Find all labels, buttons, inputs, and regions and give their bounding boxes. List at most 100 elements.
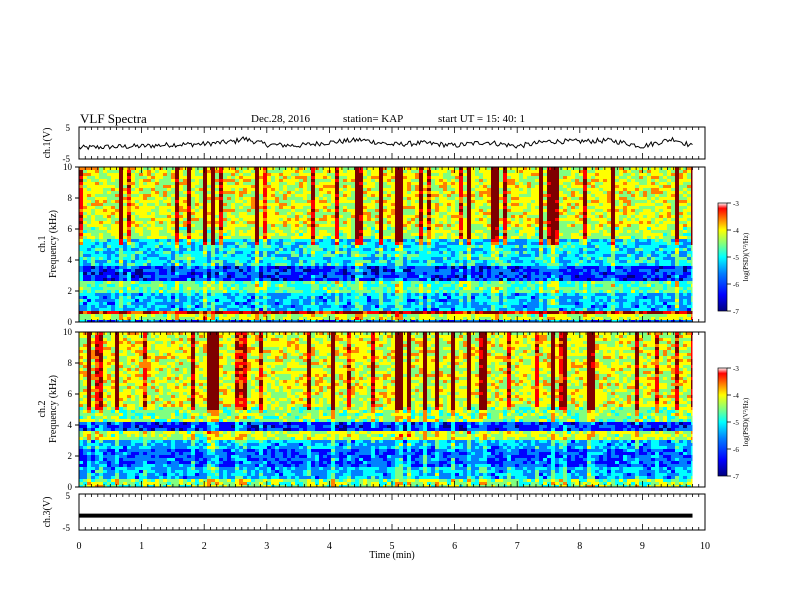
spectrogram-cell (287, 230, 292, 234)
spectrogram-cell (171, 191, 176, 195)
spectrogram-cell (187, 212, 192, 216)
spectrogram-cell (451, 176, 456, 180)
spectrogram-cell (107, 266, 112, 270)
spectrogram-cell (375, 167, 380, 171)
spectrogram-cell (79, 245, 84, 249)
spectrogram-cell (255, 173, 260, 177)
spectrogram-cell (375, 218, 380, 222)
spectrogram-cell (191, 263, 196, 267)
spectrogram-cell (331, 263, 336, 267)
spectrogram-cell (319, 200, 324, 204)
spectrogram-cell (183, 173, 188, 177)
spectrogram-cell (283, 317, 288, 321)
spectrogram-cell (227, 296, 232, 300)
spectrogram-cell (459, 245, 464, 249)
spectrogram-cell (271, 206, 276, 210)
spectrogram-cell (243, 239, 248, 243)
spectrogram-cell (415, 242, 420, 246)
spectrogram-cell (127, 242, 132, 246)
spectrogram-cell (155, 185, 160, 189)
spectrogram-cell (139, 275, 144, 279)
spectrogram-cell (155, 206, 160, 210)
spectrogram-cell (355, 251, 360, 255)
spectrogram-cell (123, 233, 128, 237)
spectrogram-cell (131, 242, 136, 246)
spectrogram-cell (211, 314, 216, 318)
spectrogram-cell (363, 284, 368, 288)
spectrogram-cell (443, 191, 448, 195)
spectrogram-cell (219, 248, 224, 252)
spectrogram-cell (335, 179, 340, 183)
spectrogram-cell (163, 218, 168, 222)
spectrogram-cell (379, 173, 384, 177)
spectrogram-cell (435, 167, 440, 171)
spectrogram-cell (95, 260, 100, 264)
spectrogram-cell (115, 170, 120, 174)
spectrogram-cell (99, 170, 104, 174)
spectrogram-cell (447, 278, 452, 282)
spectrogram-cell (191, 272, 196, 276)
spectrogram-cell (183, 269, 188, 273)
spectrogram-cell (103, 194, 108, 198)
spectrogram-cell (251, 260, 256, 264)
spectrogram-cell (419, 281, 424, 285)
spectrogram-cell (435, 275, 440, 279)
spectrogram-cell (271, 308, 276, 312)
spectrogram-cell (91, 197, 96, 201)
spectrogram-cell (83, 299, 88, 303)
spectrogram-cell (431, 218, 436, 222)
spectrogram-cell (255, 260, 260, 264)
spectrogram-cell (239, 176, 244, 180)
spectrogram-cell (275, 221, 280, 225)
spectrogram-cell (383, 269, 388, 273)
spectrogram-cell (419, 284, 424, 288)
spectrogram-cell (127, 176, 132, 180)
spectrogram-cell (251, 257, 256, 261)
spectrogram-cell (159, 305, 164, 309)
spectrogram-cell (315, 221, 320, 225)
spectrogram-cell (139, 212, 144, 216)
spectrogram-cell (387, 260, 392, 264)
spectrogram-cell (439, 287, 444, 291)
spectrogram-cell (135, 296, 140, 300)
spectrogram-cell (367, 194, 372, 198)
spectrogram-cell (387, 179, 392, 183)
spectrogram-cell (83, 227, 88, 231)
spectrogram-cell (363, 281, 368, 285)
spectrogram-cell (375, 302, 380, 306)
spectrogram-cell (135, 194, 140, 198)
spectrogram-cell (163, 236, 168, 240)
spectrogram-cell (195, 275, 200, 279)
spectrogram-cell (431, 194, 436, 198)
spectrogram-cell (423, 278, 428, 282)
spectrogram-cell (107, 245, 112, 249)
spectrogram-cell (111, 239, 116, 243)
spectrogram-cell (243, 275, 248, 279)
spectrogram-cell (431, 284, 436, 288)
spectrogram-cell (243, 224, 248, 228)
spectrogram-cell (99, 251, 104, 255)
spectrogram-cell (427, 311, 432, 315)
spectrogram-cell (111, 200, 116, 204)
spectrogram-cell (267, 287, 272, 291)
spectrogram-cell (375, 182, 380, 186)
spectrogram-cell (111, 302, 116, 306)
spectrogram-cell (263, 284, 268, 288)
spectrogram-cell (415, 188, 420, 192)
spectrogram-cell (119, 221, 124, 225)
spectrogram-cell (459, 299, 464, 303)
spectrogram-cell (335, 203, 340, 207)
spectrogram-cell (235, 227, 240, 231)
spectrogram-cell (335, 200, 340, 204)
spectrogram-cell (263, 176, 268, 180)
spectrogram-cell (435, 257, 440, 261)
spectrogram-cell (259, 209, 264, 213)
spectrogram-cell (271, 182, 276, 186)
spectrogram-cell (187, 206, 192, 210)
spectrogram-cell (95, 185, 100, 189)
spectrogram-cell (223, 182, 228, 186)
spectrogram-cell (103, 182, 108, 186)
spectrogram-cell (355, 167, 360, 171)
spectrogram-cell (99, 257, 104, 261)
spectrogram-cell (83, 230, 88, 234)
